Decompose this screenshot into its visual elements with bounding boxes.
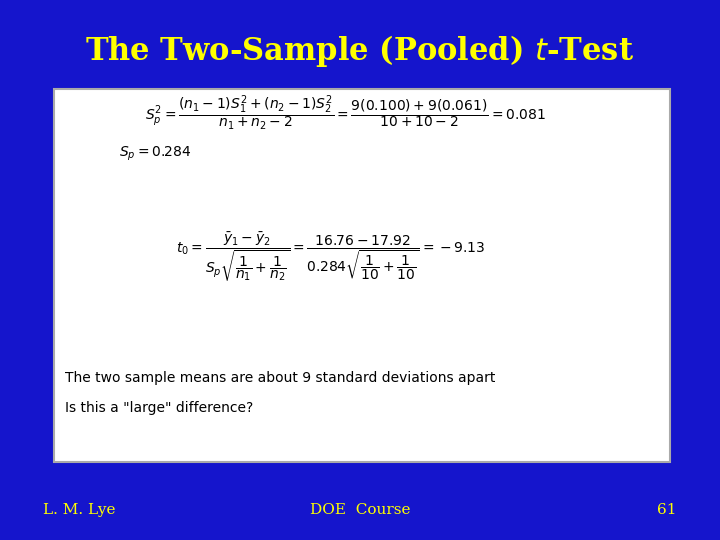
- Text: 61: 61: [657, 503, 677, 517]
- Text: $S_p^2 = \dfrac{(n_1-1)S_1^2+(n_2-1)S_2^2}{n_1+n_2-2} = \dfrac{9(0.100)+9(0.061): $S_p^2 = \dfrac{(n_1-1)S_1^2+(n_2-1)S_2^…: [145, 94, 546, 133]
- Text: L. M. Lye: L. M. Lye: [43, 503, 116, 517]
- Text: DOE  Course: DOE Course: [310, 503, 410, 517]
- Text: $S_p = 0.284$: $S_p = 0.284$: [119, 145, 192, 163]
- Text: $t_0 = \dfrac{\bar{y}_1 - \bar{y}_2}{S_p\sqrt{\dfrac{1}{n_1}+\dfrac{1}{n_2}}} = : $t_0 = \dfrac{\bar{y}_1 - \bar{y}_2}{S_p…: [176, 230, 486, 283]
- Text: The two sample means are about 9 standard deviations apart: The two sample means are about 9 standar…: [65, 371, 495, 385]
- Text: The Two-Sample (Pooled) $t$-Test: The Two-Sample (Pooled) $t$-Test: [86, 33, 634, 69]
- Text: Is this a "large" difference?: Is this a "large" difference?: [65, 401, 253, 415]
- FancyBboxPatch shape: [54, 89, 670, 462]
